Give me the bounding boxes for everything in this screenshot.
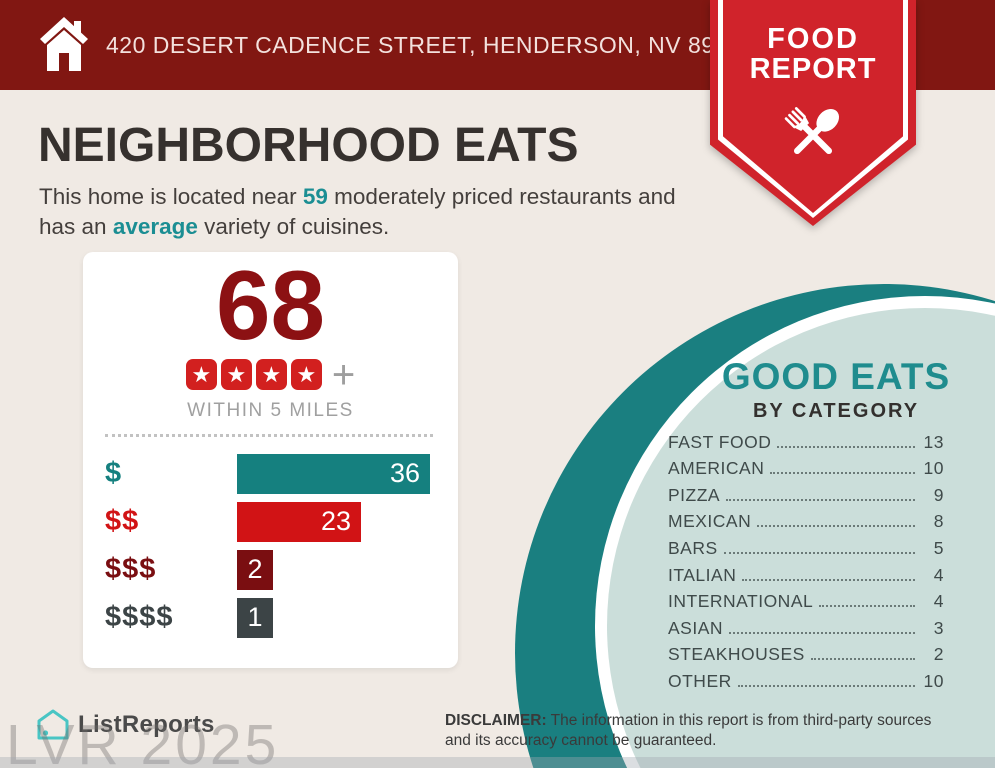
ribbon-title-line1: FOOD <box>767 23 859 55</box>
price-tier-label: $$$$ <box>105 601 174 634</box>
category-count: 9 <box>933 484 944 505</box>
dotted-leader <box>810 658 915 661</box>
ribbon-title-line2: REPORT <box>749 53 877 86</box>
price-tier-bar-chart: $ 36 $$ 23 $$$ 2 $$$$ 1 <box>105 453 458 638</box>
variety-highlight: average <box>112 213 198 239</box>
bar: 1 <box>237 597 273 638</box>
bar-value: 36 <box>389 458 420 489</box>
price-bar-row: $$ 23 <box>105 501 458 542</box>
bar-value: 23 <box>320 506 351 537</box>
dotted-leader <box>819 605 915 608</box>
dotted-leader <box>726 498 915 501</box>
list-item: FAST FOOD 13 <box>668 429 944 456</box>
dotted-divider <box>105 433 433 437</box>
good-eats-title: GOOD EATS <box>721 356 951 397</box>
subtitle-text: This home is located near <box>39 184 303 209</box>
listreports-pentagon-icon <box>37 709 69 740</box>
restaurant-score: 68 <box>215 250 325 360</box>
category-count: 10 <box>923 458 944 479</box>
list-item: OTHER 10 <box>668 668 944 695</box>
subtitle-text: variety of cuisines. <box>197 213 390 239</box>
disclaimer-text: The information in this report is from t… <box>445 712 932 750</box>
category-count: 13 <box>923 431 944 452</box>
restaurant-score-card: 68 ★ ★ ★ ★ + WITHIN 5 MILES $ 36 $$ 23 $… <box>83 252 458 668</box>
dotted-leader <box>723 551 915 554</box>
plus-icon: + <box>331 352 356 397</box>
bottom-strip <box>0 757 995 768</box>
bar: 36 <box>237 453 430 494</box>
dotted-leader <box>729 631 915 634</box>
watermark: LVR 2025 <box>6 713 280 768</box>
category-count: 8 <box>933 511 944 532</box>
category-label: AMERICAN <box>668 458 765 479</box>
list-item: ASIAN 3 <box>668 615 944 642</box>
price-tier-label: $ <box>105 457 123 490</box>
star-rating: ★ ★ ★ ★ + <box>83 352 458 397</box>
price-bar-row: $$$$ 1 <box>105 597 458 638</box>
category-label: ASIAN <box>668 617 724 638</box>
list-item: STEAKHOUSES 2 <box>668 642 944 669</box>
category-count: 4 <box>933 591 944 612</box>
brand-name: ListReports <box>78 711 215 738</box>
price-tier-label: $$$ <box>105 553 157 586</box>
yelp-star-icon: ★ <box>220 359 252 391</box>
category-count: 4 <box>933 564 944 585</box>
bar: 2 <box>237 549 273 590</box>
category-label: BARS <box>668 537 718 558</box>
bar-value: 1 <box>247 602 263 633</box>
category-label: OTHER <box>668 670 732 691</box>
home-icon <box>40 17 88 71</box>
dotted-leader <box>777 445 915 448</box>
category-label: INTERNATIONAL <box>668 591 814 612</box>
subtitle-text: has an <box>39 213 113 239</box>
category-label: MEXICAN <box>668 511 752 532</box>
listreports-logo: ListReports <box>36 708 215 742</box>
bar-value: 2 <box>247 554 263 585</box>
dotted-leader <box>742 578 915 581</box>
subtitle-text: moderately priced restaurants and <box>327 184 676 209</box>
price-bar-row: $$$ 2 <box>105 549 458 590</box>
page-title: NEIGHBORHOOD EATS <box>38 119 579 172</box>
list-item: AMERICAN 10 <box>668 456 944 483</box>
page-subtitle: This home is located near 59 moderately … <box>39 182 719 242</box>
dotted-leader <box>757 525 915 528</box>
category-label: FAST FOOD <box>668 431 772 452</box>
good-eats-subtitle: BY CATEGORY <box>752 400 920 422</box>
category-count: 3 <box>933 617 944 638</box>
price-bar-row: $ 36 <box>105 453 458 494</box>
list-item: INTERNATIONAL 4 <box>668 589 944 616</box>
category-label: ITALIAN <box>668 564 737 585</box>
category-list: FAST FOOD 13 AMERICAN 10 PIZZA 9 MEXICAN 8 B… <box>668 429 944 695</box>
restaurant-count: 59 <box>302 184 328 209</box>
list-item: MEXICAN 8 <box>668 509 944 536</box>
dotted-leader <box>737 684 915 687</box>
bar: 23 <box>237 501 361 542</box>
spoon-fork-icon <box>784 107 840 155</box>
category-count: 2 <box>933 644 944 665</box>
list-item: ITALIAN 4 <box>668 562 944 589</box>
list-item: BARS 5 <box>668 535 944 562</box>
category-label: PIZZA <box>668 484 721 505</box>
yelp-star-icon: ★ <box>185 359 217 391</box>
yelp-star-icon: ★ <box>290 359 322 391</box>
category-label: STEAKHOUSES <box>668 644 805 665</box>
dotted-leader <box>770 472 915 475</box>
food-report-ribbon: FOOD REPORT <box>710 0 916 226</box>
radius-label: WITHIN 5 MILES <box>187 399 354 421</box>
disclaimer-label: DISCLAIMER: <box>445 712 547 729</box>
price-tier-label: $$ <box>105 505 140 538</box>
property-address: 420 DESERT CADENCE STREET, HENDERSON, NV… <box>106 31 753 58</box>
yelp-star-icon: ★ <box>255 359 287 391</box>
category-count: 10 <box>923 670 944 691</box>
category-count: 5 <box>933 537 944 558</box>
disclaimer: DISCLAIMER: The information in this repo… <box>445 711 960 751</box>
list-item: PIZZA 9 <box>668 482 944 509</box>
